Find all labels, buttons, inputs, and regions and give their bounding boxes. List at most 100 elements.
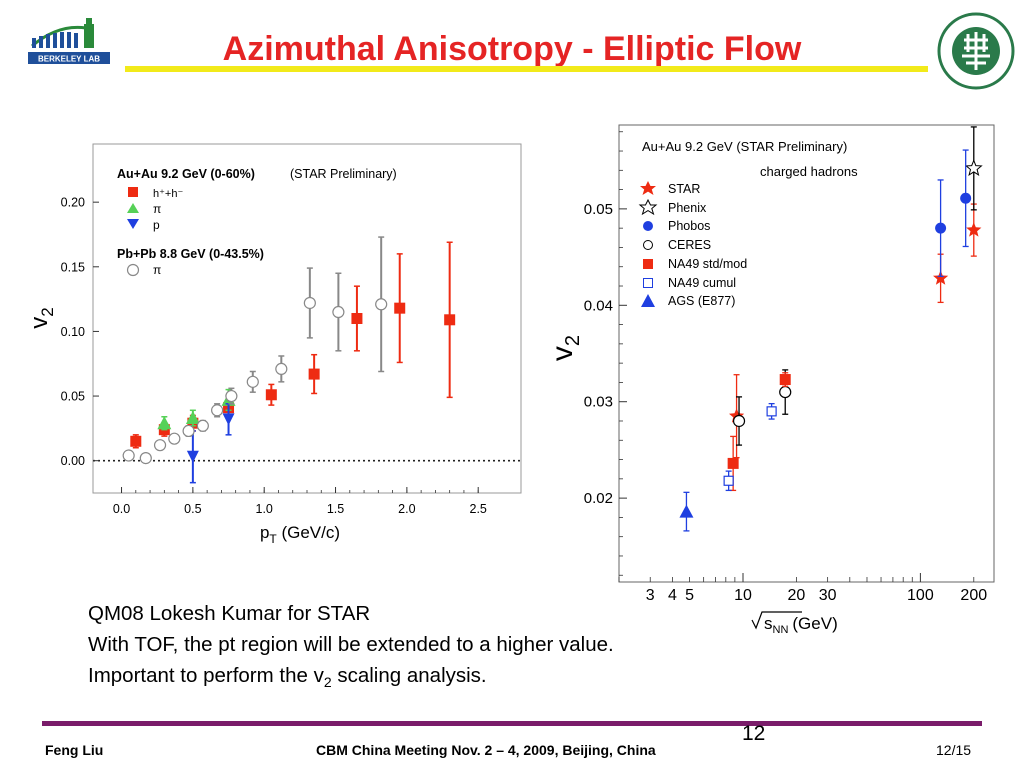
data-point	[196, 419, 209, 432]
data-point	[375, 298, 388, 311]
data-point	[351, 313, 363, 324]
legend-marker-na49-cumul	[643, 278, 653, 288]
data-point	[225, 389, 238, 403]
slide-title: Azimuthal Anisotropy - Elliptic Flow	[222, 30, 802, 68]
legend-entry-ceres: CERES	[668, 238, 711, 252]
legend-entry-na49-cumul: NA49 cumul	[668, 276, 736, 290]
notes-line-3-sub: 2	[323, 674, 332, 691]
legend-group2-title: Pb+Pb 8.8 GeV (0-43.5%)	[117, 247, 264, 261]
legend-marker-ceres	[643, 240, 653, 250]
chart1-legend: Au+Au 9.2 GeV (0-60%) (STAR Preliminary)…	[117, 167, 397, 277]
data-point	[211, 404, 224, 417]
legend-entry-hadrons: h⁺+h⁻	[153, 188, 183, 200]
chart2-annotation-sub: charged hadrons	[760, 164, 858, 179]
legend-entry-na49-std: NA49 std/mod	[668, 257, 747, 271]
data-point	[779, 374, 791, 386]
legend-marker-ags	[641, 294, 655, 307]
data-point	[727, 457, 739, 469]
data-point	[933, 270, 949, 285]
legend-marker-star	[640, 181, 656, 195]
x-tick-label: 1.0	[256, 502, 273, 516]
x-tick-label: 0.0	[113, 502, 130, 516]
y-tick-label: 0.15	[61, 260, 85, 274]
x-tick-label: 200	[960, 587, 987, 604]
title-underline	[125, 66, 928, 72]
data-point	[130, 435, 142, 447]
svg-text:sNN(GeV): sNN (GeV)	[764, 614, 838, 636]
legend-marker-proton	[127, 219, 139, 229]
x-tick-label: 2.5	[470, 502, 487, 516]
x-tick-label: 20	[787, 587, 805, 604]
x-tick-label: 1.5	[327, 502, 344, 516]
data-point	[139, 452, 152, 465]
data-point	[182, 424, 195, 438]
y-tick-label: 0.00	[61, 454, 85, 468]
data-point	[153, 439, 167, 452]
x-tick-label: 3	[646, 587, 655, 604]
data-point	[186, 450, 199, 463]
data-point	[265, 389, 277, 401]
x-tick-label: 4	[668, 587, 677, 604]
legend-entry-proton: p	[153, 218, 160, 232]
legend-group1-title: Au+Au 9.2 GeV (0-60%)	[117, 167, 255, 181]
y-axis-label: v2	[26, 307, 57, 328]
data-point	[964, 159, 983, 177]
notes-line-3-post: scaling analysis.	[331, 664, 487, 687]
footer-page: 12/15	[936, 742, 972, 758]
x-tick-label: 10	[734, 587, 752, 604]
data-point	[394, 302, 406, 314]
data-point	[332, 305, 345, 319]
notes-line-1: QM08 Lokesh Kumar for STAR	[88, 602, 371, 625]
legend-entry-pion-pb: π	[153, 263, 161, 277]
notes-line-3: Important to perform the v2 scaling anal…	[88, 660, 614, 698]
legend-entry-star: STAR	[668, 182, 700, 196]
logo-text: BERKELEY LAB	[38, 55, 100, 64]
y-tick-label: 0.04	[584, 297, 613, 314]
data-point	[935, 222, 947, 234]
data-point	[222, 413, 235, 426]
y-tick-label: 0.05	[61, 390, 85, 404]
data-point	[122, 449, 135, 462]
notes-line-2: With TOF, the pt region will be extended…	[88, 633, 614, 656]
data-point	[444, 314, 456, 326]
legend-entry-phobos: Phobos	[668, 219, 710, 233]
energy-v2-plot: 3 4 5 10 20 30 100 200 0.02 0.03 0.04 0.05 v2 sNN (G…	[546, 124, 995, 636]
data-point	[766, 406, 777, 417]
data-point	[168, 432, 181, 445]
data-point	[275, 362, 288, 376]
data-point	[960, 192, 972, 204]
data-point	[723, 475, 734, 486]
slide-notes: QM08 Lokesh Kumar for STAR With TOF, the…	[88, 598, 614, 698]
slide-number: 12	[742, 722, 766, 745]
x-tick-label: 5	[685, 587, 694, 604]
x-axis-label: pT (GeV/c)	[260, 523, 340, 546]
legend-marker-hadrons	[128, 187, 138, 197]
x-tick-label: 30	[819, 587, 837, 604]
data-point	[157, 416, 172, 430]
legend-entry-phenix: Phenix	[668, 201, 707, 215]
legend-entry-ags: AGS (E877)	[668, 294, 735, 308]
data-point	[185, 411, 200, 425]
y-tick-label: 0.05	[584, 201, 613, 218]
notes-line-3-pre: Important to perform the v	[88, 664, 324, 687]
y-tick-label: 0.20	[61, 196, 85, 210]
footer-author: Feng Liu	[45, 742, 104, 758]
data-point	[308, 368, 320, 380]
y-tick-label: 0.03	[584, 394, 613, 411]
pt-v2-plot: 0.0 0.5 1.0 1.5 2.0 2.5 0.00 0.05 0.10 0.15 0.20 v…	[26, 143, 522, 546]
data-point	[779, 385, 792, 399]
data-point	[246, 375, 259, 388]
x-tick-label: 2.0	[398, 502, 415, 516]
legend-marker-phenix	[638, 198, 658, 216]
y-tick-label: 0.10	[61, 325, 85, 339]
data-point	[679, 504, 694, 518]
footer-rule	[42, 721, 982, 726]
x-axis-label-2: sNN (GeV)	[751, 611, 838, 636]
y-tick-label: 0.02	[584, 490, 613, 507]
footer-event: CBM China Meeting Nov. 2 – 4, 2009, Beij…	[316, 742, 656, 758]
data-point	[732, 414, 746, 428]
legend-marker-na49-std	[643, 259, 653, 269]
legend-group1-note: (STAR Preliminary)	[290, 167, 397, 181]
legend-marker-phobos	[643, 221, 653, 231]
